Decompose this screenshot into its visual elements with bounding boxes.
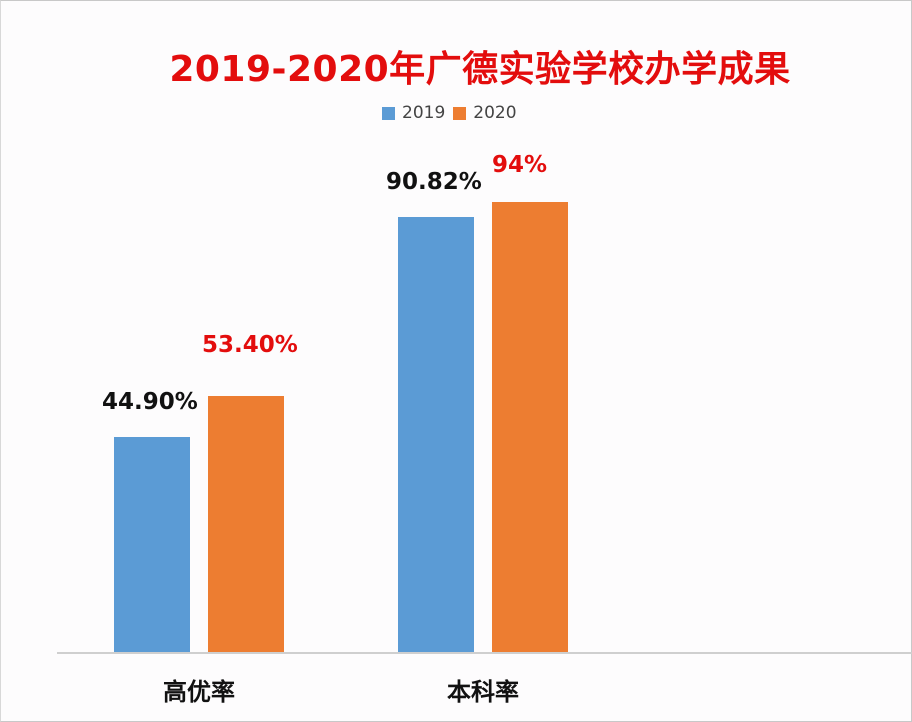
legend-item-2019: 2019	[382, 103, 445, 123]
legend-swatch-2019	[382, 106, 395, 120]
data-label: 53.40%	[202, 332, 298, 358]
x-tick-label: 高优率	[163, 678, 235, 706]
bar-2020-gaoyoulv	[208, 396, 284, 652]
bar-2020-benkelv	[492, 202, 568, 652]
data-label: 94%	[492, 152, 548, 178]
legend: 2019 2020	[382, 103, 525, 123]
bar-2019-benkelv	[398, 217, 474, 652]
legend-swatch-2020	[453, 106, 467, 120]
data-label: 44.90%	[102, 389, 198, 415]
data-label: 90.82%	[386, 169, 482, 195]
chart-title: 2019-2020年广德实验学校办学成果	[169, 49, 791, 90]
bar-2019-gaoyoulv	[114, 437, 190, 652]
legend-label-2019: 2019	[402, 103, 446, 123]
x-tick-label: 本科率	[447, 678, 519, 706]
legend-label-2020: 2020	[473, 103, 517, 123]
x-axis-line	[57, 652, 912, 654]
legend-item-2020: 2020	[453, 103, 517, 123]
